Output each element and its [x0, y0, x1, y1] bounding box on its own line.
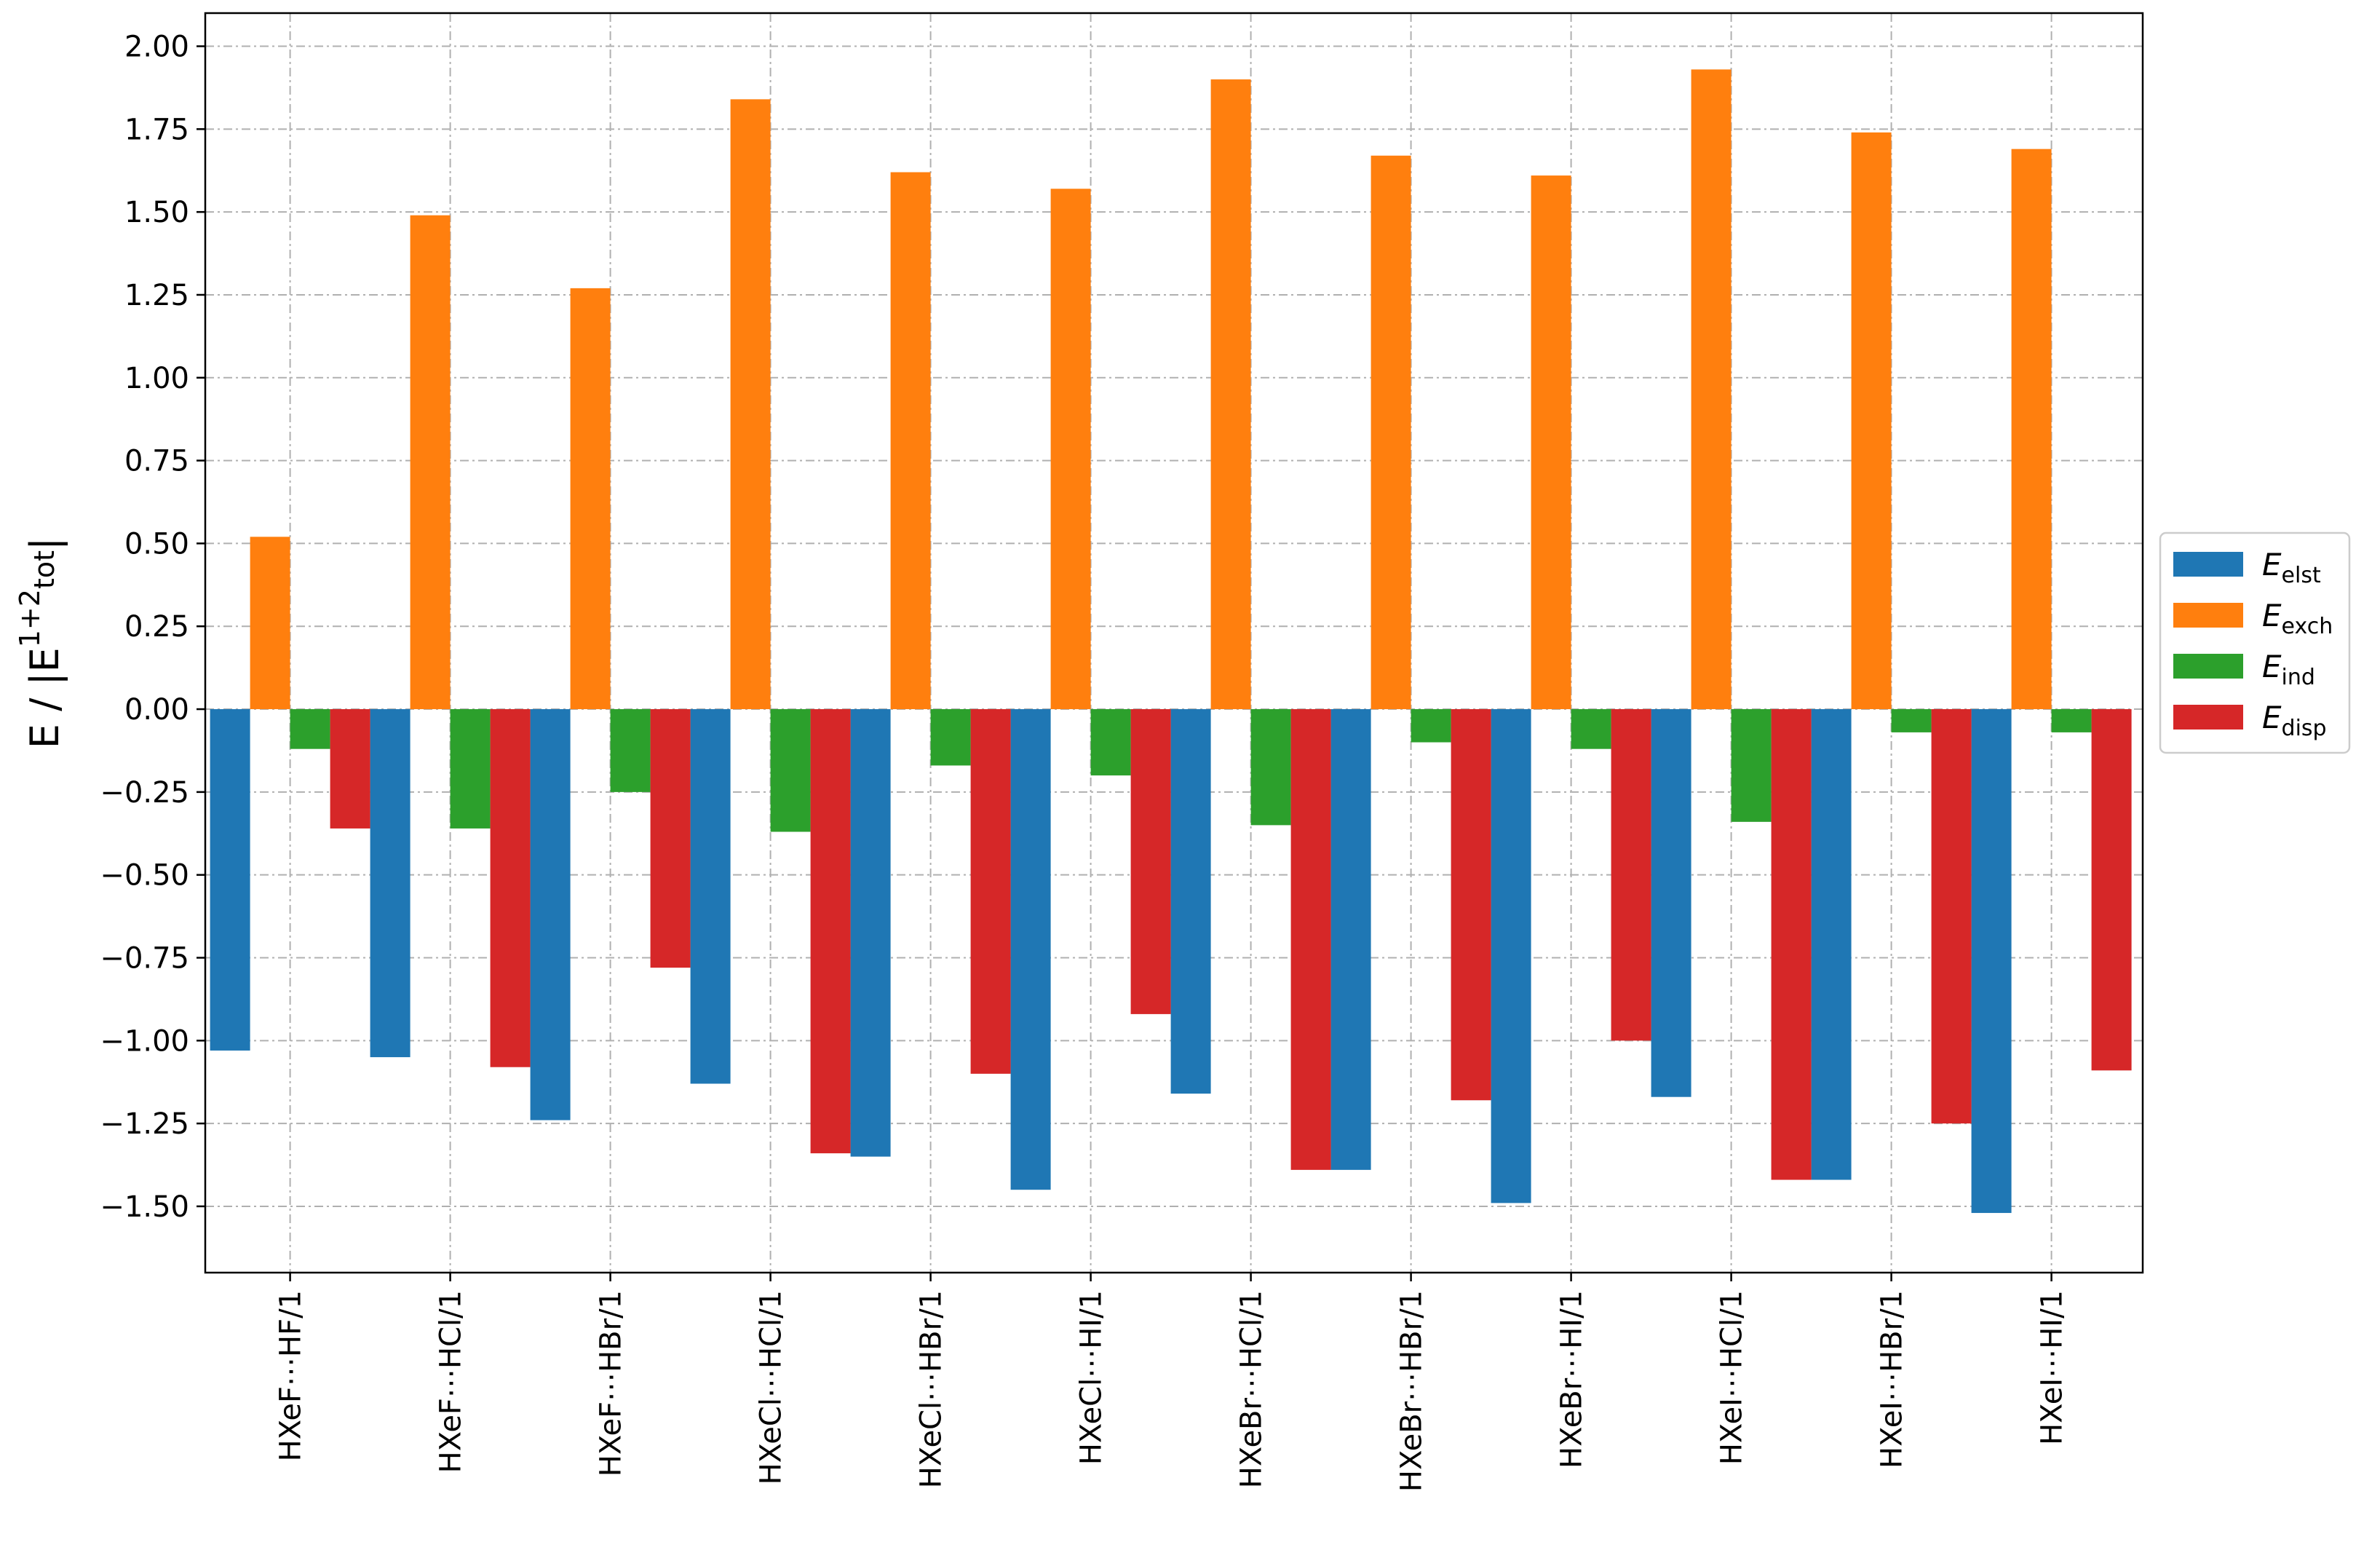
- bar-elst: [1491, 709, 1531, 1203]
- legend-label-elst: Eelst: [2262, 547, 2321, 588]
- bar-elst: [530, 709, 571, 1120]
- x-tick-label: HXeF⋯HBr/1: [595, 1290, 628, 1476]
- legend-swatch-ind: [2173, 654, 2243, 679]
- bar-disp: [2091, 709, 2132, 1071]
- bar-exch: [570, 288, 611, 710]
- bar-disp: [1130, 709, 1171, 1014]
- x-tick-label: HXeCl⋯HI/1: [1075, 1290, 1108, 1465]
- legend-label-ind: Eind: [2262, 649, 2315, 690]
- y-tick-label: 0.25: [124, 610, 189, 644]
- bar-ind: [1731, 709, 1772, 822]
- legend-swatch-elst: [2173, 552, 2243, 577]
- bar-elst: [1651, 709, 1691, 1097]
- y-tick-label: −1.25: [100, 1107, 189, 1141]
- x-tick-label: HXeBr⋯HI/1: [1555, 1290, 1589, 1468]
- y-axis-label: E / |E1+2tot|: [14, 537, 68, 748]
- bar-disp: [330, 709, 370, 829]
- bar-elst: [690, 709, 731, 1084]
- legend-label-disp: Edisp: [2262, 700, 2327, 741]
- bar-ind: [1090, 709, 1131, 776]
- y-axis-label-sub: tot: [28, 550, 60, 589]
- bar-disp: [810, 709, 851, 1154]
- bar-exch: [410, 215, 451, 710]
- x-tick-label: HXeI⋯HBr/1: [1876, 1290, 1909, 1468]
- bar-exch: [250, 537, 290, 710]
- x-tick-label: HXeF⋯HF/1: [274, 1290, 308, 1461]
- bar-ind: [770, 709, 811, 832]
- bar-disp: [1451, 709, 1491, 1101]
- y-tick-label: 0.50: [124, 527, 189, 561]
- x-tick-label: HXeI⋯HCl/1: [1715, 1290, 1749, 1465]
- bar-elst: [850, 709, 891, 1157]
- y-axis: −1.50 −1.25 −1.00 −0.75 −0.50 −0.25 0.00 0.25 0.…: [100, 31, 205, 1224]
- bar-ind: [1250, 709, 1291, 826]
- bar-elst: [1170, 709, 1211, 1094]
- bar-exch: [730, 99, 771, 710]
- bar-exch: [1691, 69, 1732, 710]
- legend-frame: [2159, 531, 2351, 754]
- bar-disp: [970, 709, 1011, 1074]
- y-tick-label: −0.75: [100, 942, 189, 976]
- bars: [210, 69, 2132, 1214]
- y-tick-label: −1.00: [100, 1024, 189, 1058]
- bar-exch: [1851, 132, 1892, 710]
- y-axis-label-base: E / |E: [22, 647, 68, 748]
- bar-ind: [1411, 709, 1451, 743]
- y-tick-label: −0.50: [100, 859, 189, 893]
- bar-ind: [290, 709, 330, 749]
- bar-elst: [1971, 709, 2012, 1214]
- x-tick-label: HXeF⋯HCl/1: [435, 1290, 468, 1473]
- legend-label-exch: Eexch: [2262, 598, 2333, 639]
- bar-disp: [1931, 709, 1972, 1124]
- x-tick-label: HXeCl⋯HCl/1: [755, 1290, 788, 1484]
- x-tick-label: HXeBr⋯HBr/1: [1395, 1290, 1429, 1492]
- legend: Eelst Eexch Eind Edisp: [2159, 531, 2351, 754]
- bar-elst: [1010, 709, 1051, 1190]
- plot-frame: [204, 12, 2144, 1274]
- bar-elst: [370, 709, 410, 1058]
- y-tick-label: 0.00: [124, 693, 189, 727]
- x-tick-label: HXeI⋯HI/1: [2036, 1290, 2069, 1445]
- y-tick-label: 2.00: [124, 31, 189, 64]
- x-axis: HXeF⋯HF/1 HXeF⋯HCl/1 HXeF⋯HBr/1 HXeCl⋯HCl/1…: [274, 1273, 2069, 1492]
- bar-ind: [930, 709, 971, 766]
- bar-disp: [1611, 709, 1651, 1041]
- bar-disp: [1290, 709, 1331, 1170]
- x-tick-label: HXeCl⋯HBr/1: [915, 1290, 948, 1488]
- y-tick-label: 1.75: [124, 113, 189, 146]
- y-tick-label: 1.50: [124, 196, 189, 229]
- bar-exch: [1050, 189, 1091, 710]
- bar-exch: [890, 172, 931, 710]
- bar-ind: [610, 709, 651, 792]
- bar-elst: [1811, 709, 1852, 1180]
- y-tick-label: −1.50: [100, 1190, 189, 1224]
- bar-ind: [450, 709, 491, 829]
- bar-disp: [490, 709, 531, 1067]
- legend-swatch-exch: [2173, 603, 2243, 628]
- bar-exch: [1531, 175, 1571, 710]
- x-tick-label: HXeBr⋯HCl/1: [1235, 1290, 1269, 1488]
- bar-exch: [1210, 79, 1251, 710]
- legend-swatch-disp: [2173, 705, 2243, 730]
- bar-ind: [1891, 709, 1932, 732]
- bar-elst: [1330, 709, 1371, 1170]
- bar-exch: [2011, 149, 2052, 710]
- bar-elst: [210, 709, 250, 1051]
- bar-ind: [2051, 709, 2092, 732]
- bar-disp: [1771, 709, 1812, 1180]
- bar-disp: [650, 709, 691, 968]
- y-tick-label: 1.00: [124, 362, 189, 395]
- bar-exch: [1371, 155, 1411, 710]
- bar-ind: [1571, 709, 1611, 749]
- y-tick-label: 0.75: [124, 445, 189, 478]
- y-tick-label: 1.25: [124, 279, 189, 312]
- y-axis-label-sup: 1+2: [14, 589, 46, 647]
- y-axis-label-end: |: [22, 537, 68, 550]
- y-tick-label: −0.25: [100, 776, 189, 810]
